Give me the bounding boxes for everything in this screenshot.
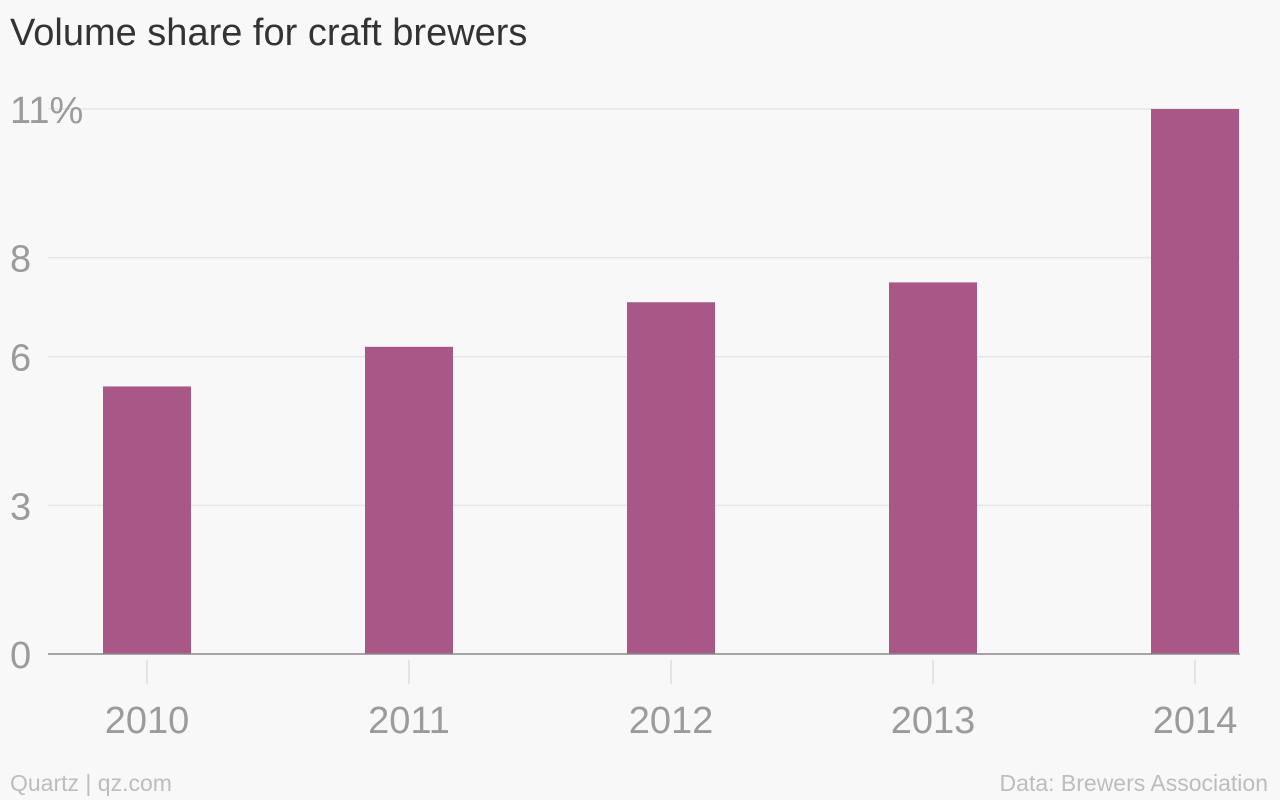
x-tick-label: 2014: [1153, 700, 1238, 742]
y-tick-label: 11%: [10, 90, 83, 132]
bar: [103, 386, 191, 654]
bar: [889, 282, 977, 654]
x-tick-label: 2010: [105, 700, 190, 742]
x-tick-label: 2013: [891, 700, 976, 742]
y-tick-label: 6: [10, 338, 31, 380]
y-tick-label: 8: [10, 239, 31, 281]
x-tick-label: 2012: [629, 700, 714, 742]
credit-text: Quartz | qz.com: [10, 770, 172, 796]
y-tick-label: 3: [10, 486, 31, 528]
y-tick-label: 0: [10, 635, 31, 677]
chart-title: Volume share for craft brewers: [10, 12, 528, 54]
source-text: Data: Brewers Association: [999, 770, 1268, 796]
x-tick-label: 2011: [368, 700, 450, 742]
bar: [1151, 109, 1239, 654]
bar: [365, 346, 453, 654]
bar: [627, 302, 715, 654]
